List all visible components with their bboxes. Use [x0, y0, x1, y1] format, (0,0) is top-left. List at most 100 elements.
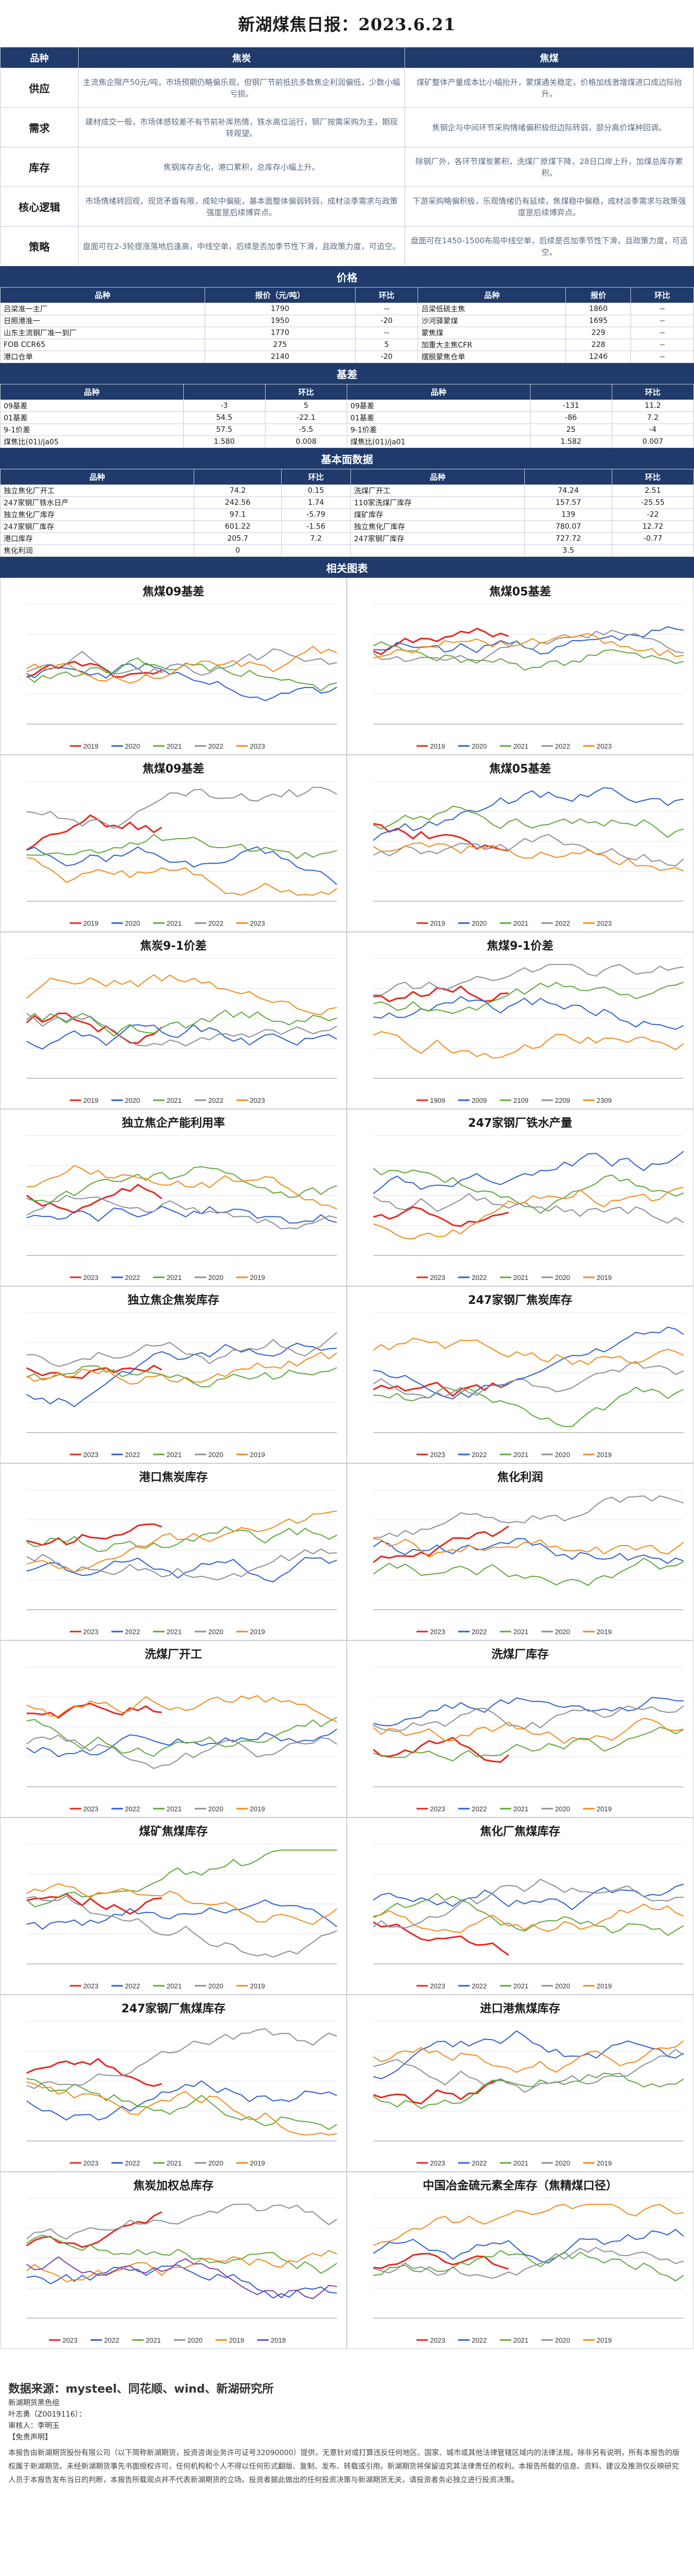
series-line: [373, 1151, 684, 1194]
chart-title: 焦化厂焦煤库存: [480, 1825, 560, 1838]
chart-plot: 2019 2020 2021 2022 2023: [26, 604, 337, 750]
cell: -22: [611, 508, 694, 521]
price-row: 山东主流钢厂准一到厂 1770 -- 蒙焦煤 229 --: [0, 327, 694, 339]
charts-grid: 焦煤09基差 2019 2020 2021 2022 2023 焦煤05基差 2019 2020…: [0, 578, 694, 2349]
series-line: [26, 2256, 337, 2299]
cell: 1.582: [529, 435, 612, 448]
series-line: [373, 1903, 684, 1933]
cell: [611, 544, 694, 557]
cell: -86: [529, 412, 612, 424]
chart-title: 焦化利润: [497, 1471, 543, 1484]
qual-row: 库存 焦钢库存去化，港口累积，总库存小幅上升。 除钢厂外，各环节煤炭累积，洗煤厂…: [0, 147, 694, 187]
fundamental-band: 基本面数据: [0, 448, 694, 469]
qual-coke-text: 主流焦企限产50元/吨，市场预期仍略偏乐观，但钢厂节前抵抗多数焦企利润偏低，少数…: [78, 68, 405, 108]
disclaimer: 本报告由新湖期货股份有限公司（以下简称新湖期货，投资咨询业务许可证号320900…: [8, 2449, 680, 2484]
series-line: [27, 1332, 337, 1367]
cell: -3: [183, 400, 266, 412]
fund-header-cell: 品种: [350, 469, 525, 485]
chart-title: 247家钢厂焦煤库存: [121, 2002, 225, 2015]
series-line: [373, 1338, 684, 1365]
legend-label: 2019: [597, 1628, 612, 1636]
cell: 吕梁低硫主焦: [418, 303, 566, 315]
cell: --: [355, 303, 419, 315]
legend-label: 2022: [472, 2336, 487, 2344]
price-row: 日照港准一 1950 -20 沙河驿蒙煤 1695 --: [0, 315, 694, 327]
chart-plot: 2023 2022 2021 2020 2019: [373, 2198, 684, 2344]
qual-cat: 供应: [0, 68, 79, 108]
chart-title: 焦煤09基差: [142, 586, 205, 599]
cell: 0.007: [611, 435, 694, 448]
legend-label: 2021: [146, 2336, 161, 2344]
legend-label: 1909: [430, 1097, 445, 1104]
cell: -25.55: [611, 496, 694, 509]
basis-header-cell: [529, 384, 612, 400]
legend-label: 2022: [208, 919, 223, 927]
legend-label: 2021: [167, 919, 182, 927]
basis-row: 01基差 54.5 -22.1 01基差 -86 7.2: [0, 412, 694, 424]
legend-label: 2021: [167, 1805, 182, 1813]
chart-title: 独立焦企产能利用率: [121, 1117, 225, 1130]
cell: 日照港准一: [0, 315, 205, 327]
cell: [350, 544, 525, 557]
legend-label: 2020: [125, 742, 140, 750]
chart-plot: 2023 2022 2021 2020 2019: [373, 1666, 684, 1813]
legend-label: 2020: [125, 919, 140, 927]
series-line: [373, 995, 684, 1030]
cell: 727.72: [524, 532, 612, 545]
series-line: [26, 1024, 337, 1050]
legend-label: 2019: [250, 1451, 265, 1459]
legend-label: 2020: [208, 2159, 223, 2167]
chart-plot: 2023 2022 2021 2020 2019 2018: [26, 2198, 337, 2344]
legend-label: 2019: [250, 1628, 265, 1636]
series-line: [373, 2204, 684, 2246]
chart-panel: 247家钢厂铁水产量 2023 2022 2021 2020 2019: [347, 1109, 693, 1286]
cell: 独立焦化厂库存: [350, 520, 525, 533]
cell: -0.77: [611, 532, 694, 545]
legend-label: 2019: [250, 1805, 265, 1813]
legend-label: 2019: [229, 2336, 244, 2344]
qual-cat: 核心逻辑: [0, 186, 79, 227]
cell: 0.15: [281, 484, 351, 497]
cell: --: [630, 339, 694, 351]
legend-label: 2023: [430, 1628, 445, 1636]
qual-cat: 需求: [0, 107, 79, 147]
chart-plot: 2019 2020 2021 2022 2023: [373, 604, 684, 750]
legend-label: 2022: [472, 1451, 487, 1459]
legend-label: 2020: [208, 1274, 223, 1281]
cell: --: [630, 351, 694, 363]
cell: 97.1: [194, 508, 282, 521]
legend-label: 2209: [555, 1097, 570, 1104]
series-line: [26, 1013, 337, 1047]
series-line: [26, 1899, 337, 1930]
qual-row: 需求 建材成交一般，市场体感较差不有节前补库热情，铁水高位运行，钢厂按需采购为主…: [0, 107, 694, 147]
legend-label: 2020: [208, 1982, 223, 1990]
chart-plot: 2023 2022 2021 2020 2019: [26, 2021, 337, 2167]
legend-label: 2022: [472, 1805, 487, 1813]
chart-title: 焦煤05基差: [489, 763, 551, 776]
legend-label: 2019: [597, 1805, 612, 1813]
footer-line: 叶志勇（Z0019116）：: [8, 2410, 86, 2419]
chart-plot: 1909 2009 2109 2209 2309: [373, 958, 684, 1104]
legend-label: 2021: [513, 1805, 528, 1813]
series-line: [26, 1557, 337, 1583]
cell: --: [630, 315, 694, 327]
series-line: [373, 1538, 684, 1558]
series-line: [373, 2072, 684, 2109]
legend-label: 2023: [83, 1628, 98, 1636]
legend-label: 2023: [83, 1451, 98, 1459]
series-line: [373, 632, 684, 658]
qual-coke-text: 焦钢库存去化，港口累积，总库存小幅上升。: [78, 147, 405, 187]
qual-cat: 策略: [0, 226, 79, 266]
legend-label: 2023: [430, 2159, 445, 2167]
chart-plot: 2023 2022 2021 2020 2019: [373, 1135, 684, 1281]
legend-label: 2020: [472, 742, 487, 750]
series-line: [373, 805, 684, 838]
cell: 1695: [565, 315, 632, 327]
legend-label: 2020: [187, 2336, 203, 2344]
legend-label: 2020: [555, 1805, 570, 1813]
cell: FOB CCR65: [0, 339, 205, 351]
chart-panel: 焦煤9-1价差 1909 2009 2109 2209 2309: [347, 932, 693, 1109]
legend-label: 2023: [430, 1451, 445, 1459]
basis-row: 9-1价差 57.5 -5.5 9-1价差 25 -4: [0, 424, 694, 436]
chart-panel: 247家钢厂焦炭库存 2023 2022 2021 2020 2019: [347, 1286, 693, 1463]
